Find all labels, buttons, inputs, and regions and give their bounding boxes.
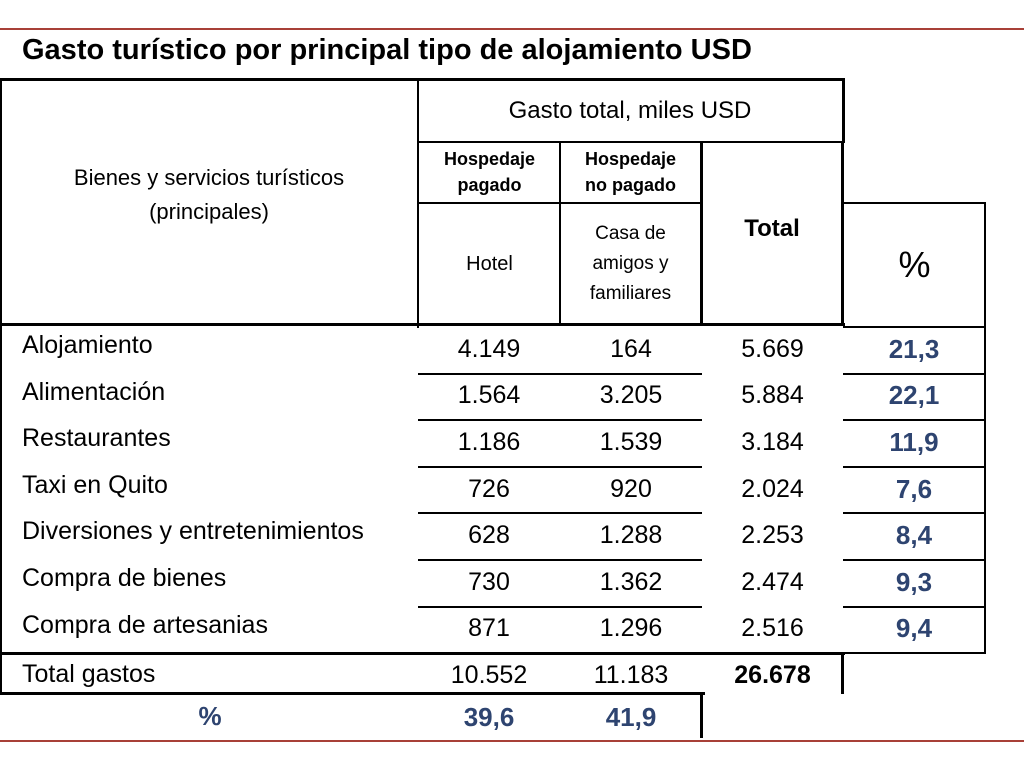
row-label: Restaurantes [22, 424, 171, 453]
percent-row-hotel: 39,6 [463, 701, 515, 732]
group-header: Gasto total, miles USD [508, 97, 752, 124]
cell-percent: 9,4 [895, 613, 933, 644]
cell-hotel: 871 [468, 614, 510, 643]
percent-row-right-line [700, 692, 703, 739]
cell-hotel: 1.564 [457, 381, 521, 410]
row-label: Taxi en Quito [22, 470, 168, 499]
pct-bottom-line [843, 652, 985, 655]
col2-total-divider [700, 141, 703, 325]
col-header-hospedaje-no-pagado: Hospedaje no pagado [584, 149, 677, 195]
cell-casa: 1.362 [599, 567, 663, 596]
cell-total: 3.184 [741, 427, 804, 456]
cell-casa: 920 [610, 474, 652, 503]
col-subheader-casa: Casa de amigos y familiares [589, 223, 672, 304]
totals-casa: 11.183 [593, 660, 669, 689]
col-header-hospedaje-pagado: Hospedaje pagado [443, 149, 536, 195]
row-divider-4 [418, 512, 702, 515]
row-header-label: Bienes y servicios turísticos (principale… [73, 165, 345, 224]
row-divider-6 [418, 605, 702, 608]
pct-right-line [984, 202, 986, 654]
cell-total: 2.516 [741, 614, 804, 643]
cell-casa: 3.205 [599, 381, 663, 410]
cell-percent: 11,9 [889, 426, 939, 457]
row-divider-1 [418, 372, 702, 375]
col1-col2-divider [559, 141, 561, 325]
pct-row-divider-4 [843, 512, 985, 515]
bottom-rule [0, 740, 1024, 742]
row-label: Compra de bienes [22, 564, 227, 592]
totals-right-thick-line [841, 652, 844, 695]
cell-hotel: 726 [468, 474, 510, 503]
pct-row-divider-2 [843, 419, 985, 422]
cell-casa: 1.288 [599, 521, 663, 550]
cell-percent: 9,3 [895, 566, 933, 597]
header-left-line [0, 78, 2, 326]
row-label: Alojamiento [22, 331, 153, 359]
percent-row-casa: 41,9 [605, 701, 657, 732]
col-header-total: Total [744, 215, 800, 242]
top-rule [0, 28, 1024, 30]
percent-row-label: % [198, 700, 222, 731]
cell-total: 2.253 [741, 521, 804, 550]
pct-row-divider-6 [843, 605, 985, 608]
body-top-thick-line [0, 323, 845, 326]
row-divider-2 [418, 419, 702, 422]
group-header-right-line [842, 78, 845, 142]
row-label: Diversiones y entretenimientos [22, 517, 364, 546]
cell-casa: 164 [610, 334, 652, 363]
cell-total: 5.669 [741, 334, 804, 363]
cell-hotel: 1.186 [457, 427, 521, 456]
cell-percent: 21,3 [888, 333, 940, 364]
pct-body-top-line [843, 326, 985, 328]
totals-label: Total gastos [22, 660, 156, 689]
pct-row-divider-3 [843, 465, 985, 468]
cell-percent: 8,4 [895, 520, 933, 551]
pct-row-divider-1 [843, 372, 985, 375]
total-right-thick-line [841, 141, 844, 326]
group-header-bottom-line [418, 141, 845, 143]
pct-row-divider-5 [843, 559, 985, 561]
row-label: Compra de artesanias [22, 610, 268, 639]
type-sub-divider [418, 202, 702, 204]
cell-casa: 1.539 [599, 427, 663, 456]
cell-total: 5.884 [741, 381, 804, 410]
row-divider-5 [418, 559, 702, 561]
cell-hotel: 730 [468, 567, 510, 596]
cell-total: 2.474 [741, 567, 804, 596]
row-divider-3 [418, 465, 702, 468]
totals-top-thick-line [0, 652, 845, 656]
totals-total: 26.678 [734, 660, 811, 689]
cell-casa: 1.296 [599, 614, 663, 643]
cell-percent: 22,1 [888, 380, 940, 411]
row-label: Alimentación [22, 377, 166, 406]
page-title: Gasto turístico por principal tipo de al… [22, 34, 752, 66]
cell-hotel: 628 [468, 521, 510, 550]
totals-hotel: 10.552 [450, 660, 528, 689]
col-subheader-hotel: Hotel [466, 253, 513, 275]
cell-percent: 7,6 [895, 473, 933, 504]
totals-bottom-thick-line [0, 692, 705, 696]
body-left-line [0, 326, 2, 694]
header-top-line [0, 78, 845, 81]
cell-total: 2.024 [741, 474, 804, 503]
pct-header-top-line [843, 202, 985, 204]
col-header-percent: % [898, 244, 931, 285]
cell-hotel: 4.149 [457, 334, 521, 363]
